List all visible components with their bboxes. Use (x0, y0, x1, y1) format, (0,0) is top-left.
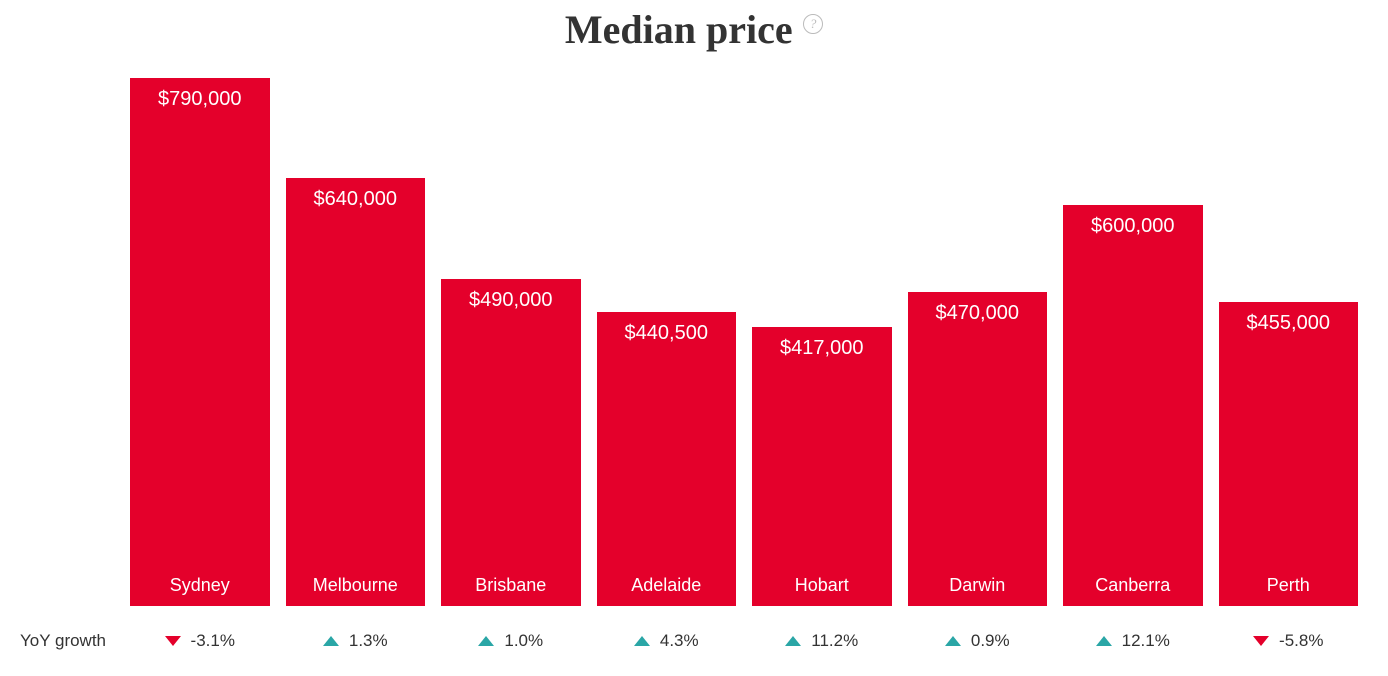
yoy-cell: 0.9% (908, 631, 1048, 651)
bar-value: $600,000 (1091, 215, 1174, 238)
arrow-up-icon (634, 636, 650, 646)
yoy-value: 1.0% (504, 631, 543, 651)
yoy-cell: 4.3% (597, 631, 737, 651)
bars-row: $790,000 Sydney $640,000 Melbourne $490,000 B… (130, 78, 1358, 606)
yoy-cell: 12.1% (1063, 631, 1203, 651)
bar-slot: $440,500 Adelaide (597, 78, 737, 606)
arrow-up-icon (478, 636, 494, 646)
yoy-value: 1.3% (349, 631, 388, 651)
bar: $470,000 Darwin (908, 292, 1048, 606)
bar-label: Melbourne (313, 575, 398, 596)
bar-value: $490,000 (469, 289, 552, 312)
bar-slot: $490,000 Brisbane (441, 78, 581, 606)
bar: $790,000 Sydney (130, 78, 270, 606)
yoy-cell: -3.1% (130, 631, 270, 651)
arrow-up-icon (323, 636, 339, 646)
yoy-value: 11.2% (811, 631, 858, 651)
bar-value: $790,000 (158, 88, 241, 111)
arrow-down-icon (165, 636, 181, 646)
bar-slot: $455,000 Perth (1219, 78, 1359, 606)
yoy-cell: 1.3% (286, 631, 426, 651)
bar-label: Perth (1267, 575, 1310, 596)
yoy-value: -5.8% (1279, 631, 1323, 651)
yoy-value: 12.1% (1122, 631, 1170, 651)
arrow-up-icon (785, 636, 801, 646)
arrow-up-icon (945, 636, 961, 646)
bar-label: Canberra (1095, 575, 1170, 596)
bar-label: Sydney (170, 575, 230, 596)
bar-value: $417,000 (780, 337, 863, 360)
yoy-cell: -5.8% (1219, 631, 1359, 651)
yoy-cells: -3.1% 1.3% 1.0% 4.3% 11.2% 0.9% 12.1% -5.8% (130, 631, 1358, 651)
bar-slot: $640,000 Melbourne (286, 78, 426, 606)
yoy-value: 0.9% (971, 631, 1010, 651)
bar-label: Adelaide (631, 575, 701, 596)
bar: $440,500 Adelaide (597, 312, 737, 606)
yoy-value: 4.3% (660, 631, 699, 651)
help-icon[interactable]: ? (803, 14, 823, 34)
bar: $455,000 Perth (1219, 302, 1359, 606)
bar-label: Darwin (949, 575, 1005, 596)
title-row: Median price ? (0, 0, 1388, 53)
bar-slot: $790,000 Sydney (130, 78, 270, 606)
bar-value: $440,500 (625, 322, 708, 345)
bar-slot: $470,000 Darwin (908, 78, 1048, 606)
bar: $417,000 Hobart (752, 327, 892, 606)
chart-title: Median price (565, 6, 793, 53)
bar: $490,000 Brisbane (441, 279, 581, 606)
bar: $640,000 Melbourne (286, 178, 426, 606)
arrow-up-icon (1096, 636, 1112, 646)
chart-area: $790,000 Sydney $640,000 Melbourne $490,000 B… (130, 78, 1358, 606)
yoy-cell: 11.2% (752, 631, 892, 651)
bar-slot: $417,000 Hobart (752, 78, 892, 606)
yoy-label: YoY growth (0, 631, 130, 651)
bar-value: $455,000 (1247, 312, 1330, 335)
yoy-row: YoY growth -3.1% 1.3% 1.0% 4.3% 11.2% 0.9% 12.… (0, 626, 1358, 656)
arrow-down-icon (1253, 636, 1269, 646)
bar-label: Brisbane (475, 575, 546, 596)
chart-container: Median price ? $790,000 Sydney $640,000 Mel… (0, 0, 1388, 676)
bar-label: Hobart (795, 575, 849, 596)
yoy-cell: 1.0% (441, 631, 581, 651)
bar-value: $640,000 (314, 188, 397, 211)
bar-value: $470,000 (936, 302, 1019, 325)
yoy-value: -3.1% (191, 631, 235, 651)
bar-slot: $600,000 Canberra (1063, 78, 1203, 606)
bar: $600,000 Canberra (1063, 205, 1203, 606)
